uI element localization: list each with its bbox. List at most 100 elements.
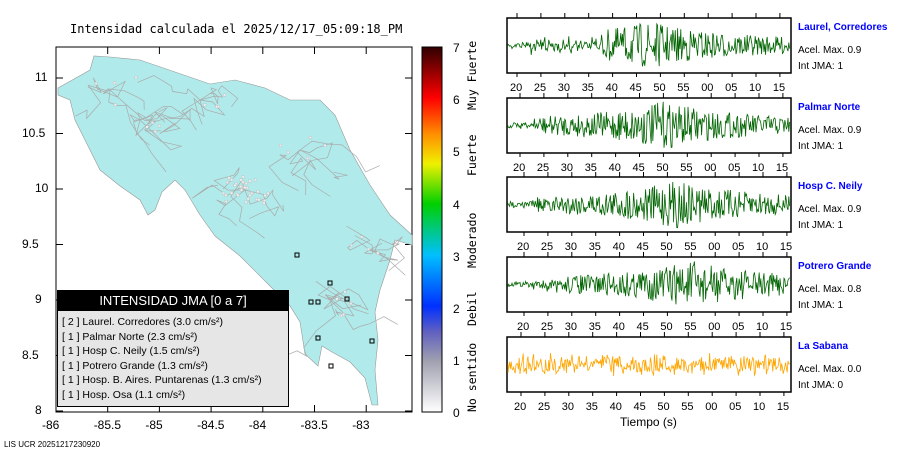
time-tick-label: 15 [776,401,790,413]
station-accel: Acel. Max. 0.9 [798,45,862,56]
colorbar-category: Fuerte [465,134,479,176]
lat-tick-label: 11 [35,70,48,84]
station-intensity: Int JMA: 1 [798,220,844,231]
x-axis-label: Tiempo (s) [620,415,677,429]
time-tick-label: 55 [681,401,694,413]
time-tick-label: 10 [749,82,762,94]
time-tick-label: 40 [605,82,618,94]
waveform-panel [506,332,792,396]
time-tick-label: 45 [632,162,645,174]
time-tick-label: 30 [561,401,575,413]
time-tick-label: 10 [756,241,769,253]
time-tick-label: 20 [517,321,530,333]
lat-tick-label: 9.5 [22,236,39,251]
colorbar-tick: 0 [453,406,460,421]
time-tick-label: 00 [704,162,717,174]
legend-item: [ 1 ] Hosp. B. Aires. Puntarenas (1.3 cm… [62,374,262,386]
time-tick-label: 10 [753,401,766,413]
colorbar-tick: 4 [453,197,460,212]
map-title: Intensidad calculada el 2025/12/17_05:09… [70,22,403,36]
time-tick-label: 40 [609,401,622,413]
station-accel: Acel. Max. 0.0 [798,364,862,375]
time-tick-label: 00 [705,401,718,413]
station-accel: Acel. Max. 0.8 [798,284,862,295]
time-tick-label: 15 [779,321,793,333]
legend-item: [ 1 ] Potrero Grande (1.3 cm/s²) [62,359,208,372]
lon-tick-label: -85.5 [93,418,122,432]
lon-tick-label: -83 [352,418,370,432]
time-tick-label: 50 [660,241,673,253]
time-tick-label: 30 [564,321,578,333]
time-tick-label: 45 [629,82,642,94]
time-tick-label: 10 [756,321,769,333]
legend-item: [ 1 ] Hosp C. Neily (1.5 cm/s²) [62,345,200,357]
time-tick-label: 05 [732,241,745,253]
time-tick-label: 40 [608,162,621,174]
colorbar-category: Debil [465,291,479,326]
colorbar-tick: 3 [453,249,460,264]
time-tick-label: 25 [540,321,554,333]
time-tick-label: 20 [514,401,527,413]
time-tick-label: 35 [585,401,598,413]
footer-id: LIS UCR 20251217230920 [4,440,101,449]
time-tick-label: 05 [729,401,742,413]
time-tick-label: 20 [517,241,530,253]
station-name: Palmar Norte [798,102,861,113]
colorbar-tick: 6 [453,93,460,108]
colorbar-category: Muy Fuerte [465,40,479,110]
station-intensity: Int JMA: 1 [798,300,844,311]
time-tick-label: 05 [728,162,741,174]
time-tick-label: 55 [680,162,693,174]
time-tick-label: 10 [752,162,765,174]
lon-tick-label: -86 [42,418,60,432]
lat-tick-label: 8 [35,403,42,417]
time-tick-label: 35 [588,241,601,253]
colorbar-category: No sentido [465,342,479,412]
waveform-panel [506,13,792,77]
time-tick-label: 15 [779,241,793,253]
intensity-legend: INTENSIDAD JMA [0 a 7] [ 2 ] Laurel. Cor… [57,290,289,407]
station-intensity: Int JMA: 1 [798,141,844,152]
time-tick-label: 30 [557,82,571,94]
time-tick-label: 20 [510,82,523,94]
station-markers [294,252,375,369]
time-tick-label: 15 [772,82,786,94]
time-tick-label: 15 [775,162,789,174]
time-tick-label: 25 [536,162,550,174]
time-tick-label: 00 [708,321,721,333]
waveform-panel [506,93,792,157]
station-accel: Acel. Max. 0.9 [798,125,862,136]
waveform-panel [506,252,792,316]
waveform-trace [507,181,790,229]
lat-tick-label: 10 [35,181,49,195]
waveform-trace [507,261,790,305]
legend-title: INTENSIDAD JMA [0 a 7] [58,291,288,311]
lat-tick-label: 10.5 [22,125,46,140]
legend-item: [ 1 ] Hosp. Osa (1.1 cm/s²) [62,388,186,401]
station-intensity: Int JMA: 0 [798,380,844,391]
time-tick-label: 50 [653,82,666,94]
time-tick-label: 50 [656,162,669,174]
time-tick-label: 20 [513,162,526,174]
time-tick-label: 55 [684,321,697,333]
lon-tick-label: -84 [248,418,267,432]
time-tick-label: 45 [636,241,649,253]
legend-item: [ 1 ] Palmar Norte (2.3 cm/s²) [62,330,198,343]
waveform-panel [506,172,792,236]
intensity-colorbar [421,46,443,413]
station-name: La Sabana [798,341,849,352]
time-tick-label: 00 [708,241,721,253]
lat-tick-label: 9 [35,292,42,306]
time-tick-label: 30 [564,241,578,253]
time-tick-label: 25 [533,82,547,94]
time-tick-label: 40 [612,321,625,333]
waveform-trace [507,352,790,377]
time-tick-label: 25 [537,401,551,413]
station-intensity: Int JMA: 1 [798,61,844,72]
time-tick-label: 45 [636,321,649,333]
station-info: Palmar Norte Acel. Max. 0.9 Int JMA: 1 [798,102,861,152]
colorbar-tick: 5 [453,145,460,160]
time-tick-label: 55 [677,82,690,94]
time-tick-label: 25 [540,241,554,253]
colorbar-tick: 2 [453,302,460,316]
